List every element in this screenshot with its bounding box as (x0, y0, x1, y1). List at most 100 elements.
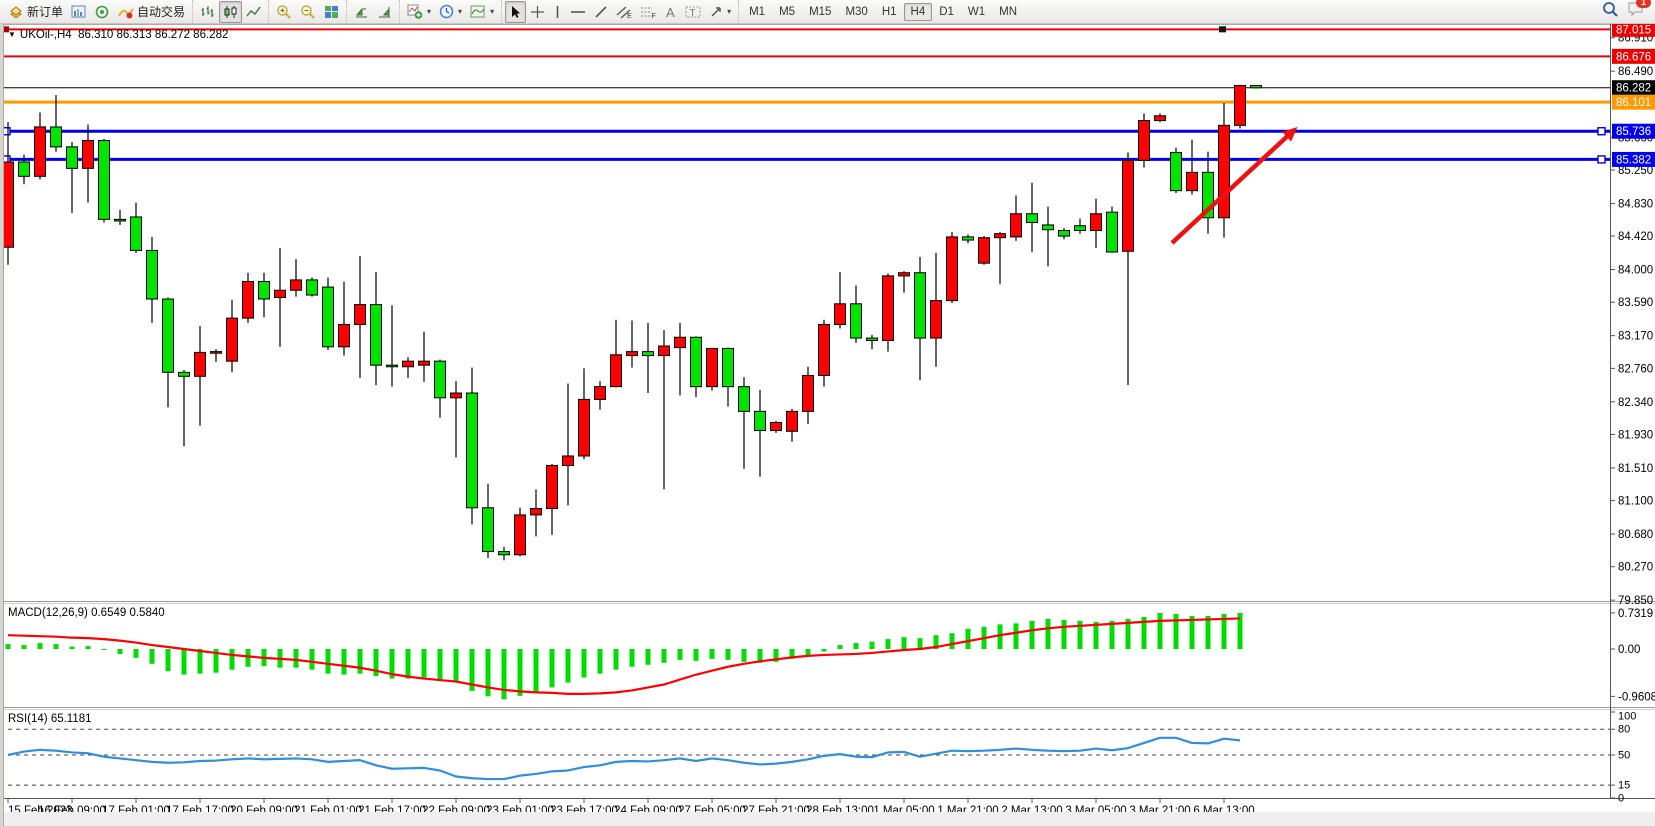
equidistant-channel-button[interactable]: E (612, 1, 636, 23)
zoom-in-button[interactable] (272, 1, 296, 23)
signals-button[interactable] (91, 1, 114, 23)
candle-bull (450, 381, 462, 458)
search-icon[interactable] (1602, 1, 1619, 23)
candle-bear (498, 546, 510, 561)
periods-button[interactable]: ▾ (435, 1, 466, 23)
candle-bull (194, 326, 206, 426)
new-order-button[interactable]: 新订单 (5, 1, 67, 23)
macd-axis-label: 0.00 (1618, 644, 1640, 656)
svg-text:E: E (627, 13, 632, 19)
candle-bear (1250, 85, 1262, 89)
equidistant-channel-icon: E (616, 5, 632, 19)
timeframe-h4-button[interactable]: H4 (903, 2, 933, 21)
periods-icon (439, 4, 454, 19)
candle-bear (50, 95, 62, 152)
timeframe-m5-button[interactable]: M5 (779, 5, 796, 18)
candle-bull (802, 366, 814, 425)
candle-bull (418, 331, 430, 382)
candle-bull (786, 408, 798, 442)
level-handle-left[interactable] (3, 26, 9, 33)
candle-bear (642, 322, 654, 394)
crosshair-button[interactable] (526, 1, 549, 23)
annotation-arrow[interactable] (1170, 129, 1295, 245)
level-handle-mid[interactable] (1219, 26, 1226, 33)
signals-icon (95, 5, 110, 19)
bar-chart-icon (200, 5, 215, 19)
candle-bull (770, 420, 782, 433)
cursor-button[interactable] (505, 0, 527, 23)
candle-bear (1106, 206, 1118, 253)
chart-region: 86.91086.49085.66085.25084.83084.42084.0… (0, 24, 1655, 826)
price-label-box (1612, 123, 1655, 139)
fibonacci-button[interactable]: F (636, 1, 660, 23)
candlestick-chart-button[interactable] (219, 0, 243, 23)
candle-bull (610, 319, 622, 388)
annotation-arrow-head[interactable] (1282, 126, 1298, 142)
candle-bull (674, 322, 686, 396)
candle-bull (402, 357, 414, 378)
timeframe-d1-button[interactable]: D1 (939, 5, 954, 18)
bar-chart-button[interactable] (196, 1, 219, 23)
arrows-tool-button[interactable]: ▾ (705, 1, 735, 23)
candle-bear (914, 256, 926, 381)
horizontal-line-button[interactable] (566, 1, 590, 23)
level-handle-left[interactable] (2, 127, 11, 136)
candle-bull (706, 347, 718, 391)
candle-bear (370, 271, 382, 386)
timeframe-w1-button[interactable]: W1 (967, 5, 986, 18)
candle-bull (226, 299, 238, 373)
candle-bull (946, 232, 958, 304)
vertical-line-icon (553, 5, 562, 19)
price-tick-label: 83.590 (1618, 297, 1653, 309)
candle-bull (1138, 113, 1150, 168)
text-button[interactable]: A (660, 1, 681, 23)
chart-canvas[interactable]: 86.91086.49085.66085.25084.83084.42084.0… (0, 24, 1655, 826)
price-label-box (1612, 80, 1655, 96)
chart-ohlc-values: 86.310 86.313 86.272 86.282 (78, 29, 229, 41)
templates-button[interactable]: ▾ (466, 1, 498, 23)
timeframe-m15-button[interactable]: M15 (809, 5, 832, 18)
price-label-86.282: 86.282 (1616, 83, 1651, 95)
candle-bull (626, 320, 638, 368)
indicators-button[interactable]: ▾ (403, 1, 435, 23)
candle-bear (178, 369, 190, 447)
tile-windows-button[interactable] (320, 1, 343, 23)
candle-bull (82, 124, 94, 203)
level-handle-right[interactable] (1597, 127, 1606, 136)
svg-text:F: F (652, 13, 656, 19)
candle-bull (354, 255, 366, 378)
candle-bull (1090, 198, 1102, 249)
candle-bull (546, 463, 558, 535)
templates-icon (470, 5, 486, 19)
charts-button[interactable] (67, 1, 91, 23)
timeframe-mn-button[interactable]: MN (999, 5, 1018, 18)
toolbar-group-timeframes: M1 M5 M15 M30 H1 H4 D1 W1 MN (738, 0, 1027, 24)
toolbar-group-objects: ▾ ▾ ▾ (399, 0, 501, 24)
candle-bull (978, 236, 990, 265)
price-tick-label: 82.340 (1618, 397, 1653, 409)
candle-bear (962, 234, 974, 244)
candle-bear (738, 377, 750, 469)
zoom-out-button[interactable] (296, 1, 320, 23)
arrows-tool-icon (709, 5, 723, 19)
text-label-button[interactable]: T (681, 1, 705, 23)
candle-bull (834, 271, 846, 329)
trendline-button[interactable] (590, 1, 612, 23)
candle-bear (466, 367, 478, 525)
timeframe-h1-button[interactable]: H1 (881, 5, 897, 18)
chart-shift-button[interactable] (373, 1, 396, 23)
symbol-dropdown-icon[interactable]: ▼ (8, 30, 16, 39)
line-chart-button[interactable] (242, 1, 265, 23)
level-handle-right[interactable] (1597, 155, 1606, 164)
charts-icon (71, 5, 87, 19)
vertical-line-button[interactable] (549, 1, 566, 23)
candle-bear (66, 142, 78, 213)
price-label-box (1612, 24, 1655, 37)
candle-bear (146, 236, 158, 323)
timeframe-m30-button[interactable]: M30 (845, 5, 868, 18)
timeframe-m1-button[interactable]: M1 (749, 5, 766, 18)
autotrading-button[interactable]: 自动交易 (114, 1, 189, 23)
tile-windows-icon (324, 5, 339, 19)
auto-scroll-button[interactable] (350, 1, 373, 23)
notifications-button[interactable]: 1 (1627, 0, 1651, 22)
